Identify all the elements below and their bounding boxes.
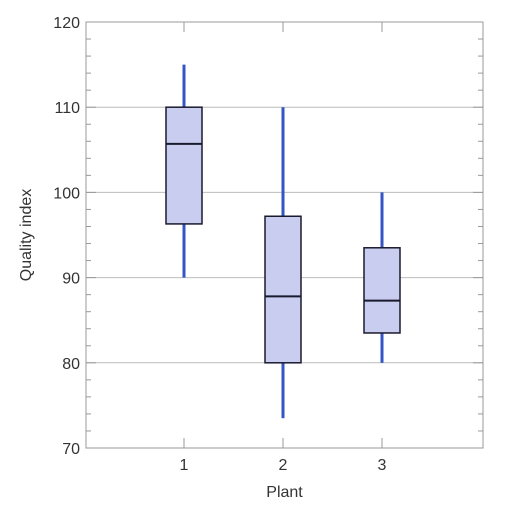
box-3: [363, 192, 401, 363]
box-1: [165, 64, 203, 278]
box-2: [264, 107, 302, 419]
y-tick-label: 70: [62, 441, 80, 458]
y-tick-label: 110: [54, 100, 80, 117]
y-tick-label: 100: [53, 185, 80, 202]
minor-tick-layer: [86, 21, 483, 449]
x-tick-label: 1: [180, 457, 189, 474]
x-axis-label: Plant: [266, 484, 303, 501]
y-axis-label: Quality index: [18, 189, 35, 282]
y-tick-label: 120: [53, 15, 80, 32]
box-body: [264, 215, 302, 364]
x-tick-labels: 1 2 3: [180, 457, 387, 474]
x-tick-label: 3: [378, 457, 387, 474]
y-tick-labels: 70 80 90 100 110 120: [53, 15, 80, 458]
box-body: [165, 106, 203, 225]
y-tick-label: 80: [62, 356, 80, 373]
box-body: [363, 247, 401, 334]
plot-frame: [85, 21, 484, 449]
boxes-layer: [165, 64, 401, 419]
y-tick-label: 90: [62, 271, 80, 288]
x-tick-label: 2: [279, 457, 288, 474]
